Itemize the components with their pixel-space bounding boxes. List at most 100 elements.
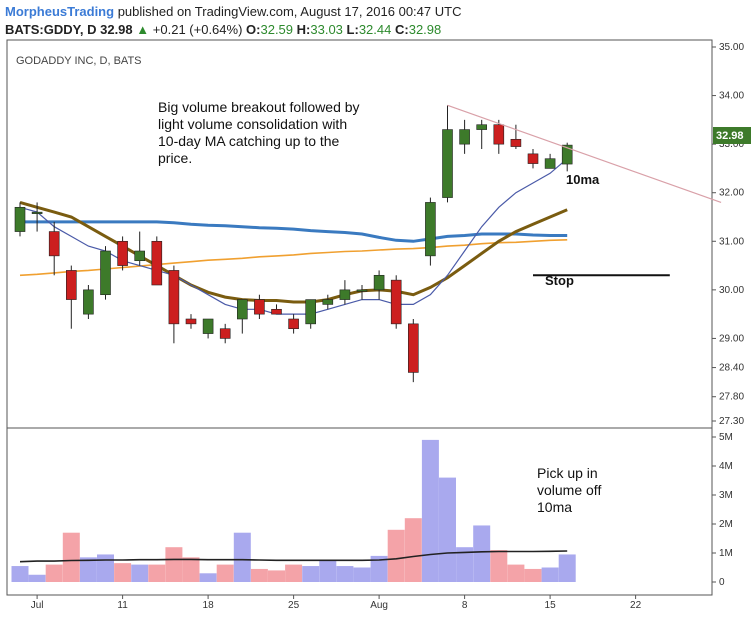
symbol-label: BATS:GDDY, D [5, 22, 97, 37]
candle-body [459, 129, 470, 145]
stop-label: Stop [545, 273, 574, 288]
candle-body [185, 318, 197, 325]
resistance-trendline [447, 104, 722, 203]
candle-body [322, 299, 334, 305]
volume-bar [473, 525, 491, 582]
volume-bar [233, 532, 251, 582]
price-axis: 35.00 34.00 33.00 32.00 31.00 30.00 29.00 28.40… [712, 42, 744, 427]
volume-tick-label: 0 [719, 577, 725, 588]
breakout-note-line-1: Big volume breakout followed by [158, 99, 360, 115]
volume-bar [114, 563, 132, 582]
price-change: +0.21 (+0.64%) [152, 22, 243, 37]
time-tick-label: 25 [288, 600, 300, 611]
candle-body [339, 289, 351, 300]
candle-body [202, 318, 214, 334]
ma20-line [19, 200, 568, 304]
volume-bar [79, 557, 97, 582]
time-tick-label: 15 [545, 600, 557, 611]
publisher-link[interactable]: MorpheusTrading [5, 4, 115, 19]
chart-frame [6, 39, 713, 596]
up-arrow-icon: ▲ [136, 22, 150, 37]
volume-bar [353, 567, 371, 582]
price-tick-label: 35.00 [719, 42, 744, 53]
volume-bar [250, 568, 268, 582]
open-label: O: [246, 22, 261, 37]
volume-bar [404, 518, 422, 582]
volume-bar [319, 560, 337, 582]
volume-bars [11, 439, 576, 582]
volume-bar [456, 547, 474, 582]
volume-bar [268, 570, 285, 582]
price-tick-label: 34.00 [719, 91, 744, 102]
high-value: 33.03 [310, 22, 343, 37]
candle-body [288, 318, 299, 330]
volume-bar [524, 568, 542, 582]
candle-body [83, 289, 94, 315]
volume-bar [558, 554, 576, 582]
last-price: 32.98 [100, 22, 133, 37]
price-tick-label: 27.80 [719, 392, 744, 403]
volume-bar [199, 573, 217, 582]
volume-tick-label: 4M [719, 461, 733, 472]
volume-bar [285, 564, 303, 582]
candle-body [425, 202, 436, 257]
volume-bar [336, 566, 354, 582]
volume-bar [216, 564, 234, 582]
low-value: 32.44 [358, 22, 392, 37]
candle-body [442, 129, 453, 198]
volume-bar [11, 566, 29, 582]
time-tick-label: Jul [31, 600, 44, 611]
overlays [447, 104, 722, 277]
volume-bar [421, 439, 439, 582]
volume-bar [148, 564, 166, 582]
published-text: published on TradingView.com, August 17,… [117, 4, 462, 19]
volume-bar [387, 529, 405, 582]
volume-bar [62, 532, 80, 582]
ma200-line [19, 239, 568, 277]
candle-body [117, 240, 128, 266]
candle-body [134, 250, 145, 262]
candle-body [544, 158, 556, 169]
volume-tick-label: 2M [719, 519, 733, 530]
time-tick-label: Aug [370, 600, 388, 611]
price-tick-label: 27.30 [719, 416, 744, 427]
chart-title: GODADDY INC, D, BATS [16, 55, 142, 67]
time-tick-label: 11 [117, 600, 128, 611]
volume-note-line-2: volume off [537, 482, 601, 498]
candle-body [561, 144, 573, 165]
time-tick-label: 18 [203, 600, 215, 611]
volume-bar [541, 567, 559, 582]
volume-bar [131, 564, 149, 582]
volume-ma [19, 550, 568, 563]
volume-bar [439, 477, 456, 582]
breakout-note-line-4: price. [158, 150, 192, 166]
candle-body [100, 250, 111, 296]
volume-bar [302, 566, 320, 582]
low-label: L: [346, 22, 359, 37]
candle-body [168, 270, 180, 325]
candle-body [305, 299, 317, 325]
time-tick-label: 22 [630, 600, 642, 611]
volume-bar [182, 557, 200, 582]
candle-body [151, 240, 163, 286]
close-value: 32.98 [408, 22, 442, 37]
ma10-label: 10ma [566, 172, 600, 187]
price-tick-label: 31.00 [719, 236, 744, 247]
candle-body [271, 308, 282, 315]
breakout-note-line-3: 10-day MA catching up to the [158, 133, 340, 149]
candle-body [237, 299, 248, 320]
volume-bar [490, 550, 508, 582]
price-tick-label: 30.00 [719, 285, 744, 296]
candle-body [527, 153, 539, 164]
volume-bar [507, 564, 525, 582]
volume-tick-label: 1M [719, 548, 733, 559]
last-price-tag [713, 127, 751, 144]
price-tick-label: 29.00 [719, 333, 744, 344]
candle-body [219, 328, 231, 339]
high-label: H: [296, 22, 311, 37]
candle-body [356, 289, 368, 292]
volume-ma-line [19, 550, 568, 563]
volume-tick-label: 5M [719, 432, 733, 443]
price-tick-label: 28.40 [719, 363, 744, 374]
